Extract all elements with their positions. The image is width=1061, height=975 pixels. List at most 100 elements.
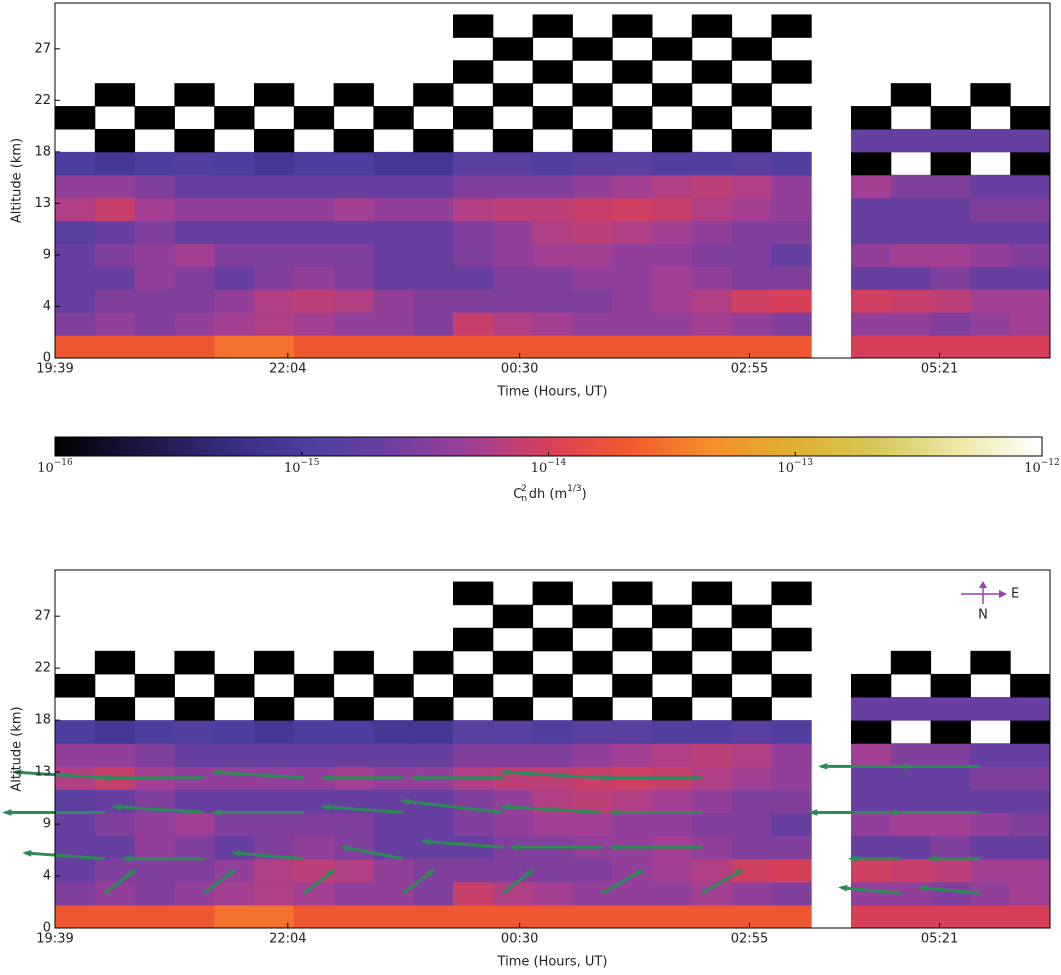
heatmap-cell	[55, 673, 96, 698]
label-sub: n	[521, 494, 527, 504]
heatmap-cell	[413, 835, 454, 860]
heatmap-cell	[691, 789, 733, 814]
heatmap-cell	[453, 289, 494, 313]
y-axis-label: Altitude (km)	[10, 138, 25, 223]
vector-head	[887, 809, 897, 816]
heatmap-cell	[691, 581, 733, 606]
vector-head	[635, 868, 645, 877]
label-unit-sup: 1/3	[567, 484, 581, 494]
heatmap-cell	[134, 858, 175, 883]
wind-vector	[211, 769, 304, 780]
heatmap-cell	[413, 697, 454, 721]
heatmap-cell	[930, 720, 971, 744]
heatmap-cell	[851, 743, 892, 767]
heatmap-cell	[94, 881, 136, 906]
heatmap-cell	[492, 904, 534, 929]
heatmap-cell	[612, 197, 653, 222]
heatmap-cell	[1010, 289, 1051, 313]
tick-exponent: −16	[54, 458, 73, 468]
heatmap-cell	[492, 858, 534, 883]
wind-vector	[320, 774, 404, 782]
colorbar-tick-label: 10−14	[531, 458, 567, 476]
heatmap-cell	[691, 60, 733, 84]
y-tick-label: 27	[34, 609, 51, 624]
tick-base: 10	[284, 461, 301, 476]
heatmap-cell	[930, 266, 971, 290]
heatmap-cell	[851, 904, 892, 929]
heatmap-cell	[174, 83, 215, 107]
heatmap-cell	[970, 335, 1011, 359]
heatmap-cell	[851, 697, 892, 721]
vector-head	[734, 868, 745, 877]
heatmap-cell	[652, 720, 693, 744]
heatmap-cell	[214, 835, 255, 860]
heatmap-cell	[55, 106, 96, 130]
heatmap-cell	[492, 243, 534, 267]
heatmap-cell	[890, 650, 932, 675]
heatmap-cell	[691, 720, 733, 744]
heatmap-cell	[333, 904, 374, 929]
wind-vector	[203, 868, 237, 895]
heatmap-cell	[254, 881, 295, 906]
heatmap-cell	[532, 174, 573, 199]
heatmap-cell	[1010, 220, 1051, 244]
heatmap-cell	[174, 289, 215, 313]
heatmap-cell	[293, 904, 335, 929]
heatmap-cell	[453, 812, 494, 837]
heatmap-cell	[731, 174, 772, 199]
heatmap-cell	[1010, 720, 1051, 744]
heatmap-cell	[55, 220, 96, 244]
heatmap-cell	[851, 835, 892, 860]
heatmap-cell	[851, 720, 892, 744]
heatmap-cell	[453, 720, 494, 744]
colorbar-label: Cn2 dh (m1/3)	[513, 484, 586, 504]
vector-head	[499, 769, 510, 776]
heatmap-cell	[970, 83, 1011, 107]
vector-head	[838, 884, 848, 892]
heatmap-cell	[134, 743, 175, 767]
vector-head	[22, 850, 32, 857]
vector-head	[12, 769, 22, 776]
heatmap-cell	[771, 151, 812, 176]
heatmap-cell	[492, 197, 534, 222]
heatmap-cell	[532, 197, 573, 222]
heatmap-cell	[731, 197, 772, 222]
y-axis-label: Altitude (km)	[10, 706, 25, 791]
vector-head	[609, 843, 619, 851]
label-symbol: C	[513, 487, 522, 502]
heatmap-cell	[373, 673, 414, 698]
heatmap-cell	[532, 789, 573, 814]
heatmap-cell	[612, 243, 653, 267]
tick-exponent: −15	[301, 458, 320, 468]
heatmap-cell	[134, 243, 175, 267]
wind-vector	[302, 868, 336, 895]
heatmap-cell	[930, 766, 971, 790]
heatmap-cell	[890, 243, 932, 267]
heatmap-cell	[890, 197, 932, 222]
heatmap-cell	[413, 266, 454, 290]
heatmap-cell	[612, 673, 653, 698]
heatmap-cell	[532, 673, 573, 698]
heatmap-cell	[214, 106, 255, 130]
heatmap-cell	[214, 197, 255, 222]
y-tick-label: 13	[34, 765, 51, 780]
vector-head	[227, 868, 237, 877]
vector-head	[897, 762, 907, 770]
heatmap-cell	[333, 243, 374, 267]
heatmap-cell	[890, 743, 932, 767]
heatmap-cell	[572, 720, 613, 744]
heatmap-cell	[652, 812, 693, 837]
heatmap-cell	[413, 174, 454, 199]
heatmap-cell	[254, 83, 295, 107]
heatmap-cell	[333, 266, 374, 290]
heatmap-cell	[413, 743, 454, 767]
heatmap-cell	[970, 197, 1011, 222]
wind-vector	[808, 809, 901, 816]
x-tick-label: 19:39	[36, 362, 73, 377]
heatmap-cell	[572, 289, 613, 313]
heatmap-cell	[890, 266, 932, 290]
heatmap-cell	[492, 604, 534, 629]
heatmap-cell	[532, 243, 573, 267]
heatmap-cell	[492, 174, 534, 199]
heatmap-cell	[94, 243, 136, 267]
